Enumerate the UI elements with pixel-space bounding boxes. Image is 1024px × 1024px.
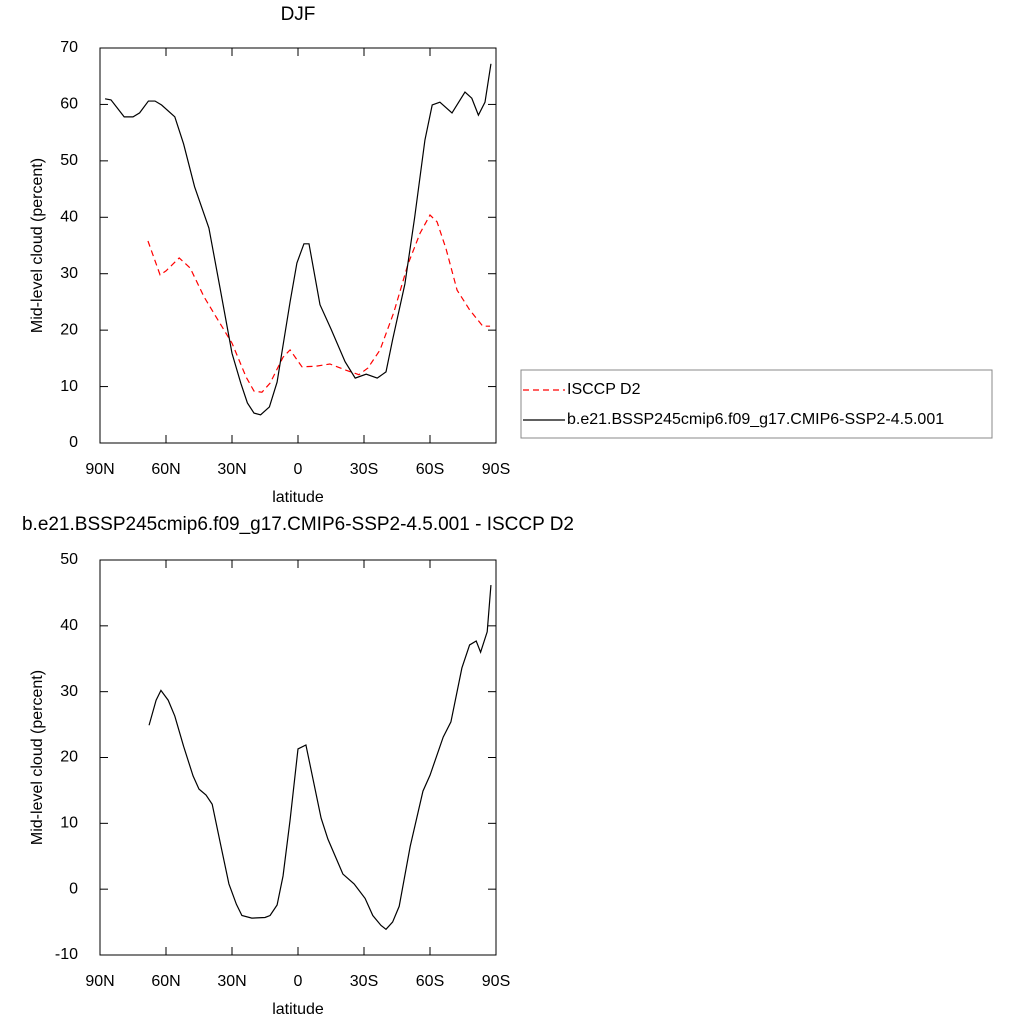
data-line — [104, 63, 492, 416]
legend-label: ISCCP D2 — [567, 381, 641, 398]
x-tick-label: 30N — [217, 973, 246, 990]
x-tick-label: 0 — [294, 973, 303, 990]
y-tick-label: 10 — [60, 378, 78, 395]
y-tick-label: 20 — [60, 749, 78, 766]
y-tick-label: 20 — [60, 321, 78, 338]
y-tick-label: 0 — [69, 880, 78, 897]
y-axis-label: Mid-level cloud (percent) — [29, 158, 46, 333]
x-tick-label: 90N — [85, 461, 114, 478]
legend-label: b.e21.BSSP245cmip6.f09_g17.CMIP6-SSP2-4.… — [567, 411, 944, 428]
x-tick-label: 30S — [350, 461, 378, 478]
y-tick-label: 40 — [60, 617, 78, 634]
legend-box — [520, 369, 993, 439]
data-line — [148, 584, 492, 931]
y-tick-label: 50 — [60, 551, 78, 568]
x-tick-label: 90N — [85, 973, 114, 990]
y-tick-label: 0 — [69, 434, 78, 451]
chart-title: b.e21.BSSP245cmip6.f09_g17.CMIP6-SSP2-4.… — [22, 514, 574, 535]
y-tick-label: 50 — [60, 152, 78, 169]
chart-title: DJF — [281, 4, 316, 25]
x-tick-label: 60N — [151, 973, 180, 990]
y-tick-label: -10 — [55, 946, 78, 963]
x-tick-label: 90S — [482, 461, 510, 478]
x-tick-label: 30S — [350, 973, 378, 990]
data-line — [147, 214, 491, 393]
y-tick-label: 30 — [60, 265, 78, 282]
y-axis-label: Mid-level cloud (percent) — [29, 670, 46, 845]
y-tick-label: 30 — [60, 683, 78, 700]
x-tick-label: 60S — [416, 461, 444, 478]
x-axis-label: latitude — [272, 489, 324, 506]
y-tick-label: 40 — [60, 209, 78, 226]
x-tick-label: 60N — [151, 461, 180, 478]
x-tick-label: 60S — [416, 973, 444, 990]
x-tick-label: 30N — [217, 461, 246, 478]
plot-frame — [99, 47, 497, 444]
y-tick-label: 10 — [60, 815, 78, 832]
y-tick-label: 60 — [60, 96, 78, 113]
y-tick-label: 70 — [60, 39, 78, 56]
x-tick-label: 90S — [482, 973, 510, 990]
x-tick-label: 0 — [294, 461, 303, 478]
x-axis-label: latitude — [272, 1001, 324, 1018]
